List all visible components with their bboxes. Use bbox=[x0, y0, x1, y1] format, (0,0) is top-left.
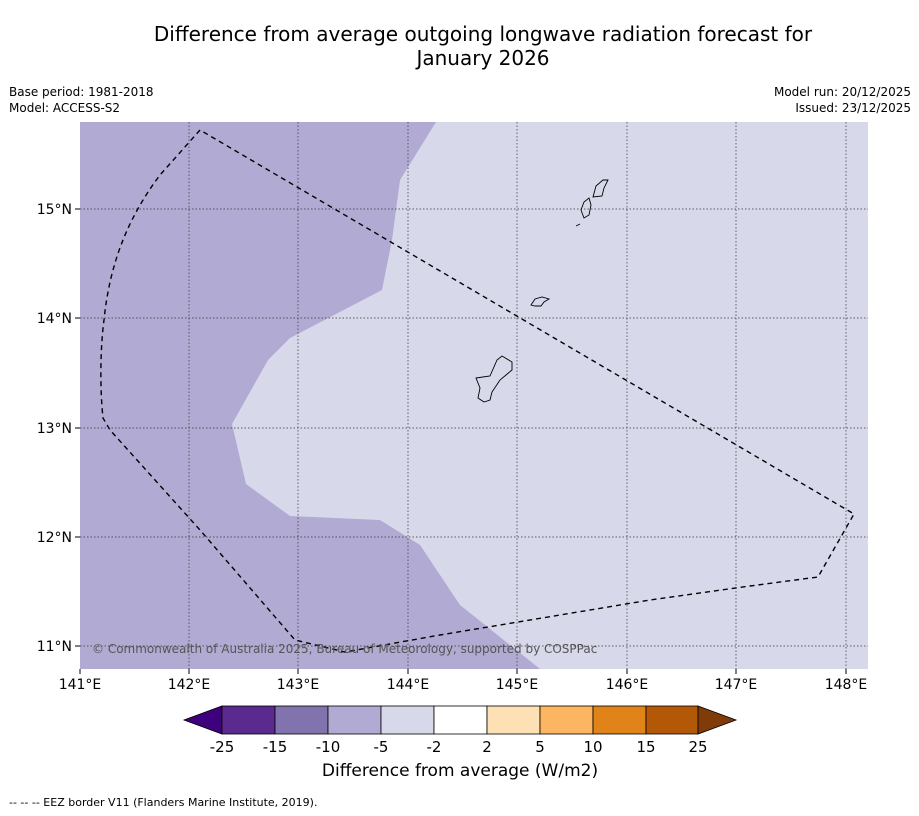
lon-label-144: 144°E bbox=[387, 677, 430, 693]
colorbar-tick: 5 bbox=[535, 738, 545, 756]
colorbar-extend-low bbox=[182, 705, 223, 735]
colorbar-ticks: -25 -15 -10 -5 -2 2 5 10 15 25 bbox=[210, 738, 708, 756]
colorbar-tick: -2 bbox=[427, 738, 442, 756]
lon-label-142: 142°E bbox=[168, 677, 211, 693]
colorbar bbox=[182, 705, 738, 735]
colorbar-label: Difference from average (W/m2) bbox=[321, 761, 599, 781]
lat-label-11: 11°N bbox=[37, 639, 72, 655]
colorbar-segment bbox=[221, 705, 276, 735]
lat-label-12: 12°N bbox=[37, 530, 72, 546]
island-aguijan bbox=[575, 223, 581, 227]
island-tinian bbox=[580, 197, 592, 219]
colorbar-segment bbox=[274, 705, 329, 735]
axis-ticks bbox=[75, 208, 847, 674]
lon-label-145: 145°E bbox=[496, 677, 539, 693]
lat-label-15: 15°N bbox=[37, 202, 72, 218]
lon-label-148: 148°E bbox=[825, 677, 868, 693]
lat-label-14: 14°N bbox=[37, 311, 72, 327]
island-guam bbox=[475, 355, 513, 403]
lon-label-143: 143°E bbox=[277, 677, 320, 693]
colorbar-segment bbox=[645, 705, 699, 735]
eez-border bbox=[100, 129, 855, 653]
lon-label-146: 146°E bbox=[606, 677, 649, 693]
colorbar-tick: -15 bbox=[263, 738, 288, 756]
colorbar-segment bbox=[380, 705, 435, 735]
lat-labels: 15°N 14°N 13°N 12°N 11°N bbox=[37, 202, 72, 655]
model-run: Model run: 20/12/2025 bbox=[773, 85, 911, 99]
colorbar-tick: 15 bbox=[636, 738, 655, 756]
island-saipan bbox=[592, 179, 609, 198]
colorbar-tick: -25 bbox=[210, 738, 235, 756]
model-name: Model: ACCESS-S2 bbox=[9, 101, 121, 115]
colorbar-tick: 25 bbox=[688, 738, 707, 756]
gridlines bbox=[80, 122, 868, 669]
colorbar-segment bbox=[486, 705, 541, 735]
colorbar-tick: -10 bbox=[316, 738, 341, 756]
colorbar-segment bbox=[327, 705, 382, 735]
meta-left: Base period: 1981-2018 Model: ACCESS-S2 bbox=[9, 84, 154, 116]
islands bbox=[475, 179, 609, 403]
title-line-2: January 2026 bbox=[416, 46, 550, 70]
lon-labels: 141°E 142°E 143°E 144°E 145°E 146°E 147°… bbox=[59, 677, 868, 693]
title-line-1: Difference from average outgoing longwav… bbox=[153, 22, 813, 46]
colorbar-segment bbox=[539, 705, 594, 735]
island-rota bbox=[530, 296, 551, 307]
lon-label-141: 141°E bbox=[59, 677, 102, 693]
lon-label-147: 147°E bbox=[715, 677, 758, 693]
colorbar-tick: 10 bbox=[583, 738, 602, 756]
colorbar-tick: 2 bbox=[482, 738, 492, 756]
base-period: Base period: 1981-2018 bbox=[9, 85, 154, 99]
colorbar-segment bbox=[433, 705, 488, 735]
colorbar-segment bbox=[592, 705, 647, 735]
colorbar-extend-high bbox=[697, 705, 738, 735]
chart-title: Difference from average outgoing longwav… bbox=[80, 22, 886, 70]
footnote: -- -- -- EEZ border V11 (Flanders Marine… bbox=[9, 796, 318, 809]
colorbar-tick: -5 bbox=[374, 738, 389, 756]
meta-right: Model run: 20/12/2025 Issued: 23/12/2025 bbox=[774, 84, 911, 116]
anomaly-region-west bbox=[80, 122, 540, 669]
issued-date: Issued: 23/12/2025 bbox=[795, 101, 911, 115]
lat-label-13: 13°N bbox=[37, 421, 72, 437]
copyright-text: © Commonwealth of Australia 2025, Bureau… bbox=[92, 642, 597, 656]
